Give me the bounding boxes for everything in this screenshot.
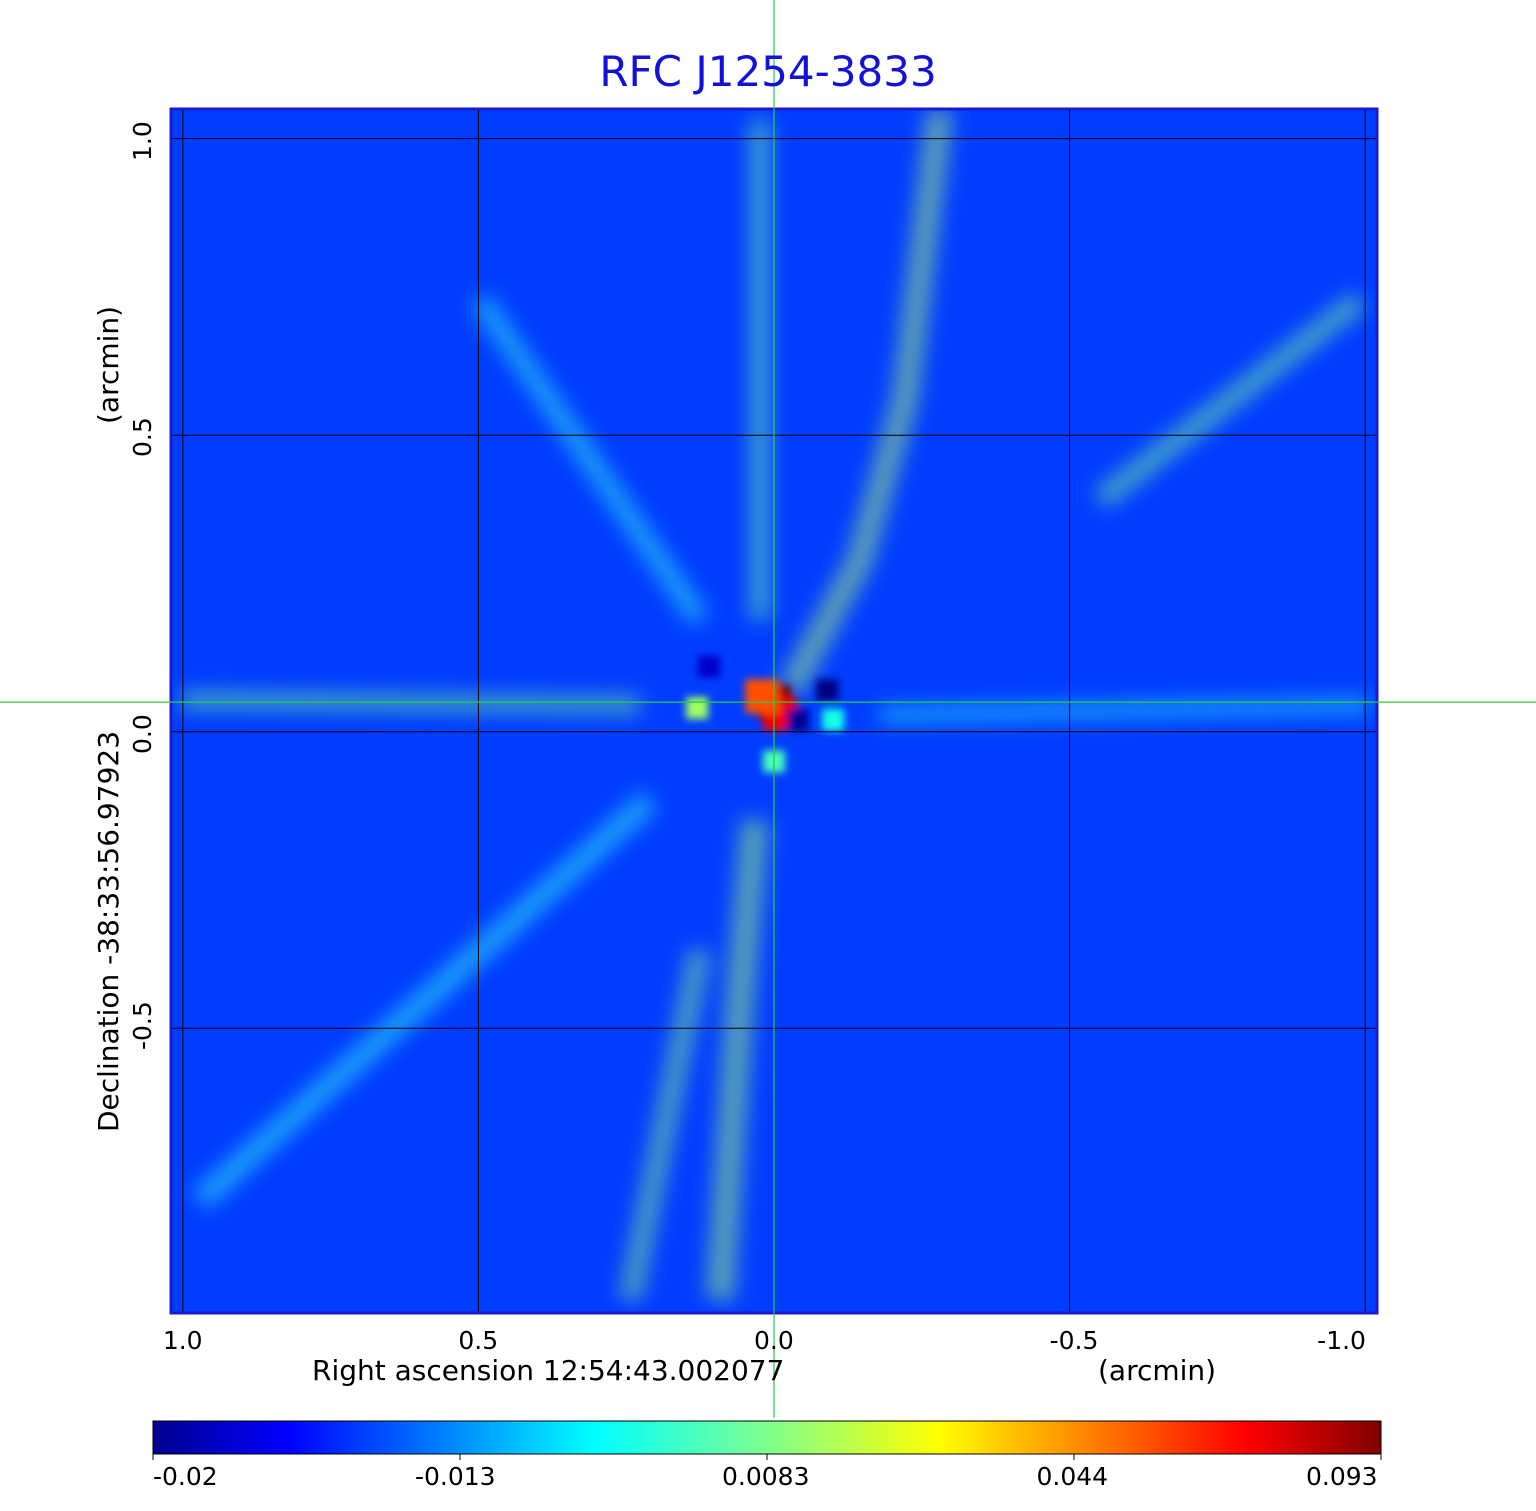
y-tick-label: 0.0: [128, 713, 157, 754]
y-tick-label: 1.0: [128, 120, 157, 161]
x-tick-label: 0.0: [754, 1326, 794, 1355]
component-9: [822, 708, 845, 731]
component-8: [697, 655, 720, 678]
heatmap-texture: [179, 109, 1371, 1303]
y-tick-label: -0.5: [128, 1001, 157, 1051]
colorbar-ticks: [152, 1454, 1382, 1460]
component-4: [686, 697, 709, 720]
component-7: [786, 708, 809, 731]
component-6: [816, 679, 839, 702]
x-tick-label: 1.0: [162, 1326, 203, 1355]
x-tick-label: 0.5: [458, 1326, 499, 1355]
y-axis-label: Declination -38:33:56.97923: [92, 730, 125, 1132]
colorbar-label: -0.02: [153, 1462, 218, 1491]
colorbar-label: -0.013: [415, 1462, 496, 1491]
x-axis-label: Right ascension 12:54:43.002077: [312, 1354, 785, 1387]
colorbar: [152, 1420, 1382, 1455]
x-tick-label: -0.5: [1049, 1326, 1099, 1355]
y-axis-unit: (arcmin): [92, 305, 125, 424]
y-tick-label: 0.5: [128, 417, 157, 458]
x-tick-label: -1.0: [1317, 1326, 1366, 1355]
x-axis-unit: (arcmin): [1098, 1354, 1217, 1387]
chart-title: RFC J1254-3833: [599, 47, 937, 96]
colorbar-label: 0.044: [1036, 1462, 1109, 1491]
colorbar-label: 0.093: [1306, 1462, 1378, 1491]
colorbar-label: 0.0083: [722, 1462, 810, 1491]
